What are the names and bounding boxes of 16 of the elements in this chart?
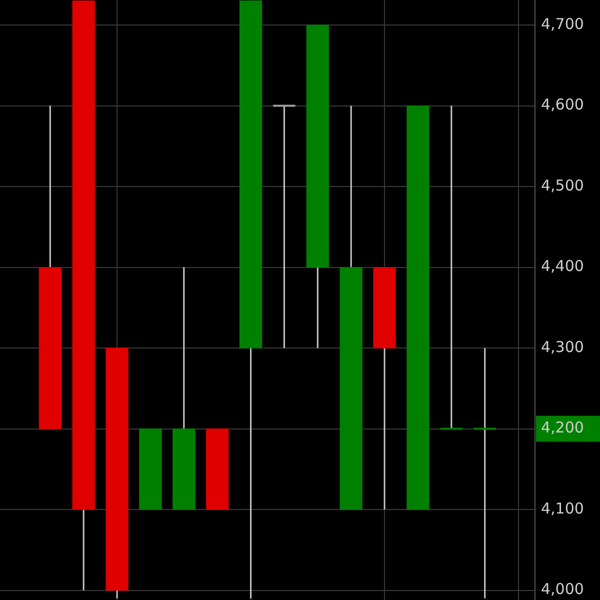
y-tick-label: 4,200	[541, 418, 584, 437]
candlestick	[72, 0, 95, 592]
y-tick-label: 4,400	[541, 257, 584, 276]
candlestick	[172, 266, 196, 510]
y-tick-label: 4,600	[541, 96, 584, 114]
candlestick	[340, 105, 362, 510]
candlestick	[38, 105, 62, 430]
y-tick-label: 4,300	[541, 338, 584, 356]
y-tick-label: 4,700	[541, 14, 584, 33]
y-tick-label: 4,100	[541, 499, 584, 518]
candlestick	[306, 24, 329, 349]
y-tick-label: 4,000	[541, 580, 584, 598]
candlestick	[139, 428, 162, 510]
candlestick	[206, 428, 229, 510]
y-tick-label: 4,500	[541, 176, 584, 194]
candlestick	[406, 105, 430, 510]
